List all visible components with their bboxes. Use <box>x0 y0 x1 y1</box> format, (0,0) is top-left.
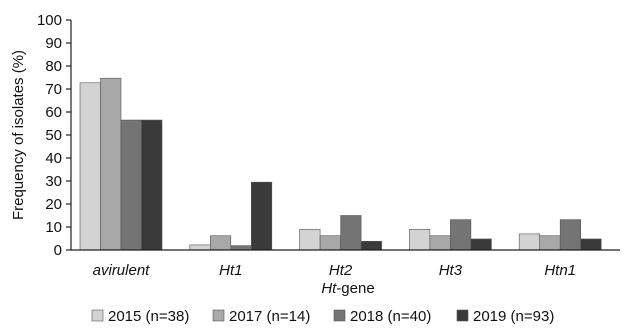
legend-label: 2015 (n=38) <box>108 308 189 325</box>
bar-ht1-s0 <box>189 244 211 251</box>
bar-ht1-s3 <box>251 181 273 251</box>
x-axis-title-rest: -gene <box>336 280 374 297</box>
y-axis-title: Frequency of isolates (%) <box>10 50 27 220</box>
y-tick-label: 10 <box>45 219 62 236</box>
bar-ht3-s3 <box>470 238 492 251</box>
y-tick-label: 60 <box>45 104 62 121</box>
bar-ht1-s2 <box>230 245 252 251</box>
category-label: Ht3 <box>439 262 463 279</box>
bar-ht3-s1 <box>429 235 451 251</box>
y-tick-label: 30 <box>45 173 62 190</box>
bar-ht1-s1 <box>210 235 232 251</box>
category-label: Ht1 <box>219 262 242 279</box>
y-tick-label: 50 <box>45 127 62 144</box>
bar-ht2-s0 <box>299 229 321 251</box>
legend: 2015 (n=38) 2017 (n=14) 2018 (n=40) 2019 (n… <box>91 308 554 325</box>
legend-swatch <box>456 309 469 322</box>
bar-ht2-s3 <box>360 240 382 251</box>
bar-ht3-s0 <box>409 229 431 251</box>
y-ticks: 0 10 20 30 40 50 60 70 80 90 100 <box>37 12 71 259</box>
bar-avirulent-s3 <box>141 119 163 251</box>
category-label: Ht2 <box>329 262 353 279</box>
y-tick-label: 40 <box>45 150 62 167</box>
legend-swatch <box>91 309 104 322</box>
x-axis-title-italic: Ht <box>321 280 337 297</box>
bar-htn1-s3 <box>580 238 602 251</box>
legend-swatch <box>212 309 225 322</box>
legend-label: 2018 (n=40) <box>350 308 431 325</box>
y-tick-label: 80 <box>45 58 62 75</box>
x-axis-title: Ht-gene <box>321 280 374 297</box>
y-tick-label: 0 <box>54 242 62 259</box>
y-tick-label: 70 <box>45 81 62 98</box>
legend-label: 2019 (n=93) <box>473 308 554 325</box>
bar-ht2-s2 <box>340 215 362 251</box>
legend-label: 2017 (n=14) <box>229 308 310 325</box>
bars-layer <box>79 77 602 251</box>
y-tick-label: 100 <box>37 12 62 29</box>
bar-avirulent-s1 <box>100 77 122 251</box>
bar-htn1-s2 <box>559 219 582 251</box>
bar-avirulent-s0 <box>79 82 101 251</box>
category-label: avirulent <box>93 262 151 279</box>
bar-ht2-s1 <box>319 235 341 251</box>
bar-htn1-s1 <box>539 235 561 251</box>
bar-avirulent-s2 <box>120 119 142 251</box>
y-tick-label: 90 <box>45 35 62 52</box>
category-label: Htn1 <box>544 262 576 279</box>
y-tick-label: 20 <box>45 196 62 213</box>
category-labels: avirulent Ht1 Ht2 Ht3 Htn1 <box>93 262 576 279</box>
bar-ht3-s2 <box>450 219 472 251</box>
legend-swatch <box>333 309 346 322</box>
bar-htn1-s0 <box>518 233 541 251</box>
